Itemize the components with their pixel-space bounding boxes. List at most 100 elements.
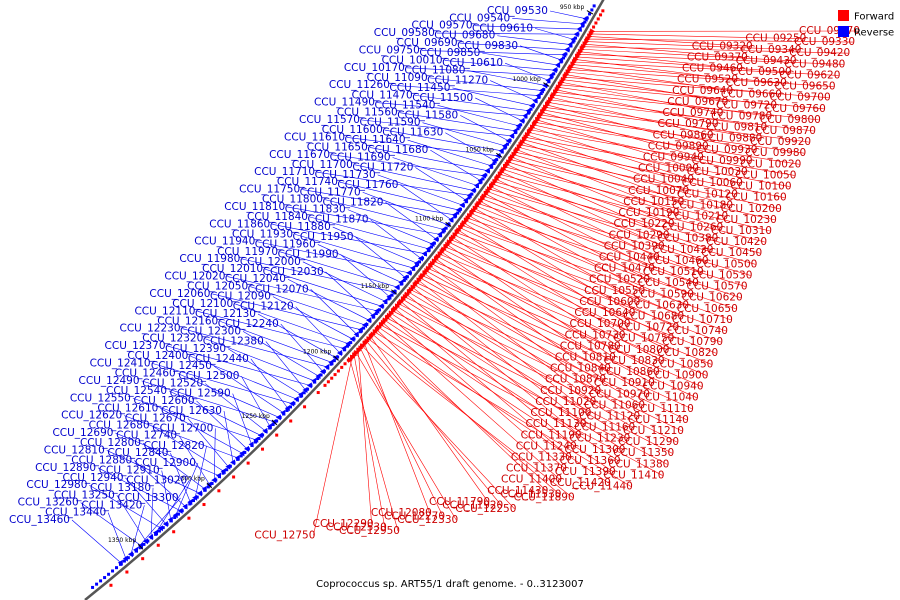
forward-gene-feature [333,373,337,377]
forward-connector [511,156,673,225]
forward-gene-feature [565,69,569,73]
forward-gene-feature [388,311,392,315]
reverse-connector [302,189,456,216]
reverse-gene-feature [438,234,442,238]
reverse-gene-feature [547,80,551,84]
reverse-gene-label: CCU_12300 [180,325,241,337]
reverse-gene-feature [478,181,482,185]
forward-connector [404,296,683,432]
forward-connector [437,256,658,373]
forward-connector [487,191,702,273]
reverse-gene-feature [217,475,221,479]
reverse-gene-label: CCU_12820 [144,440,205,452]
forward-gene-feature [156,543,160,547]
reverse-gene-label: CCU_13260 [18,497,79,509]
forward-gene-feature [340,365,344,369]
forward-gene-feature [303,405,307,409]
reverse-connector [310,289,357,335]
reverse-gene-label: CCU_12050 [187,281,248,293]
reverse-connector [444,60,555,71]
reverse-gene-feature [387,297,391,301]
forward-gene-feature [452,232,456,236]
reverse-gene-label: CCU_11470 [352,89,413,101]
forward-gene-label: CCU_10530 [691,269,752,281]
forward-connector [388,315,566,469]
forward-gene-label: CCU_11210 [623,425,684,437]
reverse-connector [155,480,190,533]
forward-connector [394,308,571,458]
forward-gene-feature [522,136,526,140]
forward-gene-label: CCU_09430 [736,55,797,67]
forward-gene-feature [382,318,386,322]
reverse-gene-feature [312,380,316,384]
reverse-gene-label: CCU_09570 [412,20,473,32]
reverse-gene-label: CCU_12670 [125,412,186,424]
forward-gene-feature [437,251,441,255]
forward-gene-label: CCU_11380 [608,458,669,470]
reverse-gene-feature [355,333,359,337]
reverse-gene-feature [122,555,128,562]
forward-gene-feature [356,347,360,351]
forward-gene-label: CCU_10800 [608,344,669,356]
forward-gene-label: CCU_10500 [696,258,757,270]
forward-connector [540,114,805,154]
reverse-gene-label: CCU_11940 [194,236,255,248]
forward-gene-label: CCU_11530 [500,488,561,500]
reverse-gene-feature [473,188,477,192]
forward-connector [445,246,717,354]
forward-connector [410,289,688,421]
reverse-gene-label: CCU_11810 [224,201,285,213]
reverse-connector [347,209,433,245]
reverse-connector [142,442,205,490]
reverse-gene-label: CCU_12980 [26,479,87,491]
reverse-gene-label: CCU_12130 [195,308,256,320]
forward-gene-label: CCU_11330 [511,452,572,464]
reverse-gene-feature [107,572,111,576]
reverse-connector [467,70,546,86]
reverse-gene-label: CCU_12400 [127,350,188,362]
forward-connector [370,336,489,503]
reverse-gene-feature [126,556,130,560]
reverse-gene-feature [424,252,428,256]
reverse-gene-label: CCU_12910 [99,465,160,477]
reverse-connector [177,373,279,418]
reverse-connector [116,495,147,542]
forward-gene-label: CCU_09990 [692,155,753,167]
forward-gene-label: CCU_10030 [687,166,748,178]
reverse-connector [339,181,459,211]
reverse-connector [250,358,289,409]
reverse-gene-label: CCU_12690 [52,427,113,439]
reverse-gene-feature [239,454,243,458]
reverse-connector [212,293,361,330]
reverse-gene-feature [576,32,580,36]
forward-gene-feature [548,97,552,101]
forward-gene-feature [582,41,586,45]
reverse-gene-feature [184,505,188,509]
forward-gene-label: CCU_10470 [594,263,655,275]
forward-gene-feature [543,105,547,109]
forward-connector [478,203,746,287]
forward-gene-feature [563,73,567,77]
forward-gene-feature [500,167,504,171]
reverse-gene-feature [393,289,397,293]
reverse-gene-feature [581,24,585,28]
forward-gene-feature [553,89,557,93]
reverse-gene-feature [118,562,122,566]
forward-gene-feature [275,433,279,437]
reverse-gene-feature [316,377,320,381]
forward-gene-feature [372,329,376,333]
forward-gene-label: CCU_10450 [701,247,762,259]
reverse-connector [272,224,425,254]
forward-gene-label: CCU_09250 [745,33,806,45]
forward-gene-label: CCU_11430 [487,485,548,497]
reverse-connector [436,32,577,35]
reverse-gene-label: CCU_12810 [44,444,105,456]
forward-gene-label: CCU_10060 [682,177,743,189]
reverse-gene-label: CCU_11820 [322,196,383,208]
reverse-gene-label: CCU_10610 [442,57,503,69]
legend-label-reverse: Reverse [854,28,894,39]
reverse-gene-feature [95,582,99,586]
reverse-connector [354,164,474,191]
reverse-gene-label: CCU_11560 [337,107,398,119]
forward-gene-label: CCU_09330 [794,36,855,48]
